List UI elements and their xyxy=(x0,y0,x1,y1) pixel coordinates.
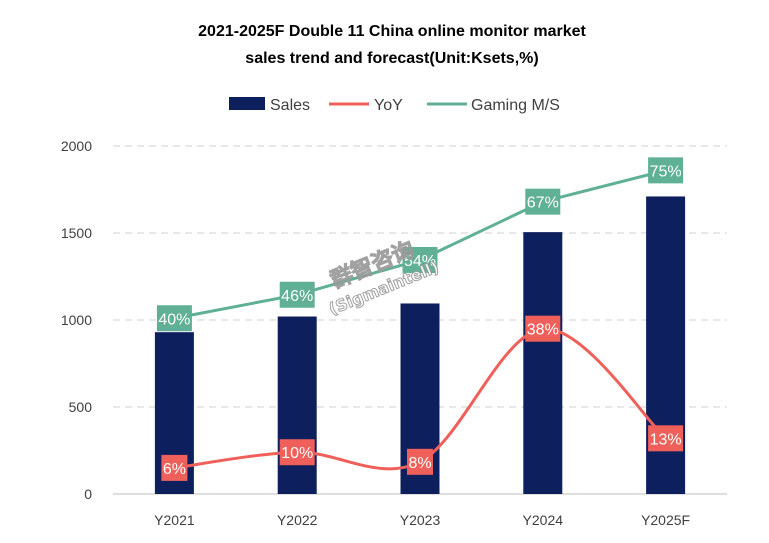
x-tick-label: Y2024 xyxy=(523,512,564,528)
data-label-gaming-m-s: 46% xyxy=(279,281,315,308)
data-label-text: 75% xyxy=(650,163,682,180)
data-label-yoy: 10% xyxy=(279,439,315,466)
legend-label-sales: Sales xyxy=(270,97,310,114)
data-label-box xyxy=(156,305,192,332)
data-label-yoy: 38% xyxy=(525,315,561,342)
data-label-box xyxy=(279,439,315,466)
data-label-yoy: 8% xyxy=(407,448,433,475)
chart-title-line-2: sales trend and forecast(Unit:Ksets,%) xyxy=(245,50,538,67)
line-gaming-m-s xyxy=(174,168,666,320)
bar-sales xyxy=(277,316,317,494)
data-label-box xyxy=(525,188,561,215)
x-tick-label: Y2022 xyxy=(277,512,318,528)
x-tick-label: Y2025F xyxy=(641,512,690,528)
data-label-text: 10% xyxy=(281,445,313,462)
x-tick-label: Y2021 xyxy=(154,512,195,528)
bar-sales xyxy=(523,232,563,494)
data-label-box xyxy=(161,454,188,481)
y-tick-label: 1000 xyxy=(61,312,92,328)
data-label-yoy: 6% xyxy=(161,454,188,481)
legend: Sales YoY Gaming M/S xyxy=(229,97,560,114)
x-tick-label: Y2023 xyxy=(400,512,441,528)
data-label-box xyxy=(648,157,684,184)
data-label-gaming-m-s: 75% xyxy=(648,157,684,184)
data-label-text: 46% xyxy=(281,288,313,305)
data-label-box xyxy=(525,315,561,342)
y-tick-label: 500 xyxy=(69,399,93,415)
data-label-gaming-m-s: 54% xyxy=(402,246,438,273)
data-labels: 6% 10% 8% 38% 13% 40% 46% 54% 67% 75% xyxy=(156,157,684,481)
legend-swatch-sales xyxy=(229,97,265,110)
legend-label-yoy: YoY xyxy=(374,97,403,114)
data-label-gaming-m-s: 40% xyxy=(156,305,192,332)
legend-label-gaming-ms: Gaming M/S xyxy=(471,97,560,114)
data-label-text: 54% xyxy=(404,253,436,270)
y-tick-label: 2000 xyxy=(61,138,92,154)
y-tick-label: 0 xyxy=(84,486,92,502)
y-axis: 0 500 1000 1500 2000 xyxy=(61,138,92,502)
data-label-text: 8% xyxy=(408,455,431,472)
data-label-text: 40% xyxy=(158,311,190,328)
data-label-gaming-m-s: 67% xyxy=(525,188,561,215)
data-label-box xyxy=(402,246,438,273)
data-label-text: 6% xyxy=(163,461,186,478)
y-tick-label: 1500 xyxy=(61,225,92,241)
chart-title-line-1: 2021-2025F Double 11 China online monito… xyxy=(198,23,586,40)
data-label-text: 38% xyxy=(527,322,559,339)
data-label-text: 13% xyxy=(650,431,682,448)
data-label-box xyxy=(279,281,315,308)
data-label-box xyxy=(407,448,433,475)
data-label-yoy: 13% xyxy=(648,425,684,452)
x-axis: Y2021 Y2022 Y2023 Y2024 Y2025F xyxy=(154,512,690,528)
data-label-text: 67% xyxy=(527,195,559,212)
data-label-box xyxy=(648,425,684,452)
